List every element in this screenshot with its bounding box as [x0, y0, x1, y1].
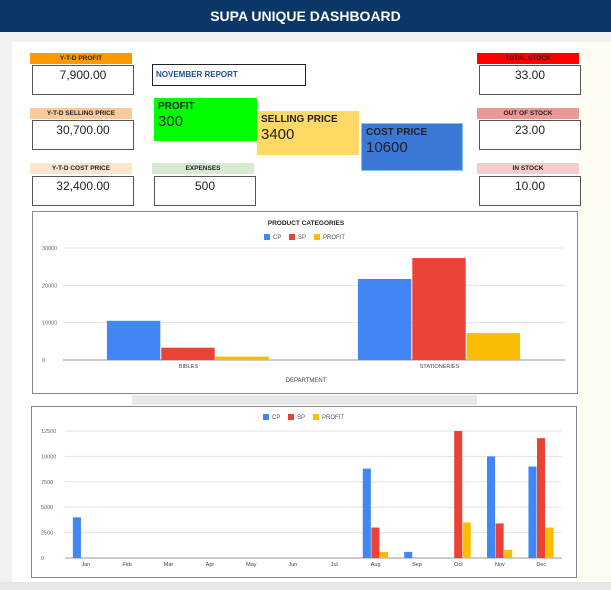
- total-stock-label: TOTAL STOCK: [477, 53, 579, 64]
- report-label[interactable]: NOVEMBER REPORT: [152, 64, 306, 86]
- y-tick-label: 5000: [41, 505, 53, 511]
- cost-price-kpi-value: 10600: [366, 139, 408, 156]
- x-tick-label: Feb: [122, 562, 131, 568]
- bar-sp-stationeries: [412, 258, 466, 360]
- y-tick-label: 10000: [41, 454, 56, 460]
- expenses-label: EXPENSES: [152, 163, 254, 174]
- ytd-profit-value[interactable]: 7,900.00: [32, 65, 134, 95]
- bar-cp-bibles: [106, 320, 161, 360]
- in-stock-value[interactable]: 10.00: [479, 176, 581, 206]
- x-tick-label: Dec: [536, 562, 546, 568]
- legend-swatch-cp: [263, 414, 269, 420]
- bar-cp-sep: [404, 551, 413, 558]
- bar-profit-aug: [379, 551, 388, 558]
- y-tick-label: 12500: [41, 429, 56, 435]
- cost-price-kpi-title: COST PRICE: [366, 127, 428, 138]
- y-tick-label: 0: [41, 556, 44, 562]
- legend-swatch-cp: [264, 234, 270, 240]
- out-of-stock-value[interactable]: 23.00: [479, 120, 581, 150]
- selling-price-kpi-title: SELLING PRICE: [261, 114, 338, 125]
- legend-label-profit: PROFIT: [322, 415, 344, 421]
- bar-profit-stationeries: [466, 333, 521, 360]
- bar-sp-aug: [371, 527, 380, 558]
- ytd-selling-price-value[interactable]: 30,700.00: [32, 120, 134, 150]
- dashboard-title: SUPA UNIQUE DASHBOARD: [210, 8, 401, 24]
- total-stock-value[interactable]: 33.00: [479, 65, 581, 95]
- x-tick-label: Nov: [495, 562, 505, 568]
- y-tick-label: 20000: [42, 283, 57, 289]
- monthly-chart[interactable]: CP SP PROFIT 0 2500 5000 7500 10000 12500 Jan Feb M…: [31, 406, 577, 578]
- legend-label-sp: SP: [298, 235, 306, 241]
- x-tick-label: May: [246, 562, 257, 568]
- chart-title: PRODUCT CATEGORIES: [268, 220, 345, 227]
- bar-cp-stationeries: [357, 278, 412, 360]
- x-tick-label: Apr: [206, 562, 215, 568]
- legend-label-cp: CP: [273, 235, 281, 241]
- legend-swatch-sp: [289, 234, 295, 240]
- profit-kpi: PROFIT 300: [154, 98, 257, 141]
- right-margin: [579, 42, 611, 582]
- legend-label-cp: CP: [272, 415, 280, 421]
- profit-kpi-value: 300: [158, 113, 184, 130]
- selling-price-kpi-value: 3400: [261, 126, 295, 143]
- bar-sp-dec: [537, 438, 546, 558]
- in-stock-label: IN STOCK: [477, 163, 579, 174]
- y-tick-label: 0: [42, 358, 45, 364]
- out-of-stock-label: OUT OF STOCK: [477, 108, 579, 119]
- legend-swatch-profit: [313, 414, 319, 420]
- selling-price-kpi: SELLING PRICE 3400: [257, 111, 359, 155]
- bar-sp-nov: [495, 523, 504, 558]
- bar-cp-nov: [487, 456, 496, 558]
- x-tick-label: BIBLES: [179, 364, 199, 370]
- monthly-svg: CP SP PROFIT 0 2500 5000 7500 10000 12500 Jan Feb M…: [41, 414, 562, 568]
- bar-profit-oct: [462, 522, 471, 558]
- x-tick-label: Sep: [412, 562, 422, 568]
- bar-sp-bibles: [161, 347, 215, 360]
- ytd-cost-price-label: Y-T-D COST PRICE: [30, 163, 132, 174]
- x-tick-label: STATIONERIES: [420, 364, 460, 370]
- bar-cp-dec: [528, 466, 537, 558]
- profit-kpi-title: PROFIT: [158, 101, 195, 112]
- legend-swatch-sp: [288, 414, 294, 420]
- x-tick-label: Jan: [81, 562, 90, 568]
- x-tick-label: Aug: [371, 562, 381, 568]
- legend-swatch-profit: [314, 234, 320, 240]
- x-tick-label: Jun: [288, 562, 297, 568]
- ytd-selling-price-label: Y-T-D SELLING PRICE: [30, 108, 132, 119]
- x-tick-label: Mar: [164, 562, 174, 568]
- ytd-profit-label: Y-T-D PROFIT: [30, 53, 132, 64]
- bar-profit-bibles: [215, 356, 270, 360]
- bar-cp-aug: [362, 468, 371, 558]
- bar-profit-nov: [504, 549, 513, 558]
- y-tick-label: 7500: [41, 480, 53, 486]
- bar-sp-oct: [454, 431, 463, 558]
- bar-profit-dec: [545, 527, 554, 558]
- ytd-cost-price-value[interactable]: 32,400.00: [32, 176, 134, 206]
- expenses-value[interactable]: 500: [154, 176, 256, 206]
- bottom-bar: [0, 582, 611, 590]
- x-axis-label: DEPARTMENT: [286, 378, 327, 384]
- chart-divider: [132, 395, 477, 405]
- header-gap: [0, 32, 611, 42]
- y-tick-label: 30000: [42, 246, 57, 252]
- bar-cp-jan: [72, 517, 81, 558]
- cost-price-kpi: COST PRICE 10600: [361, 123, 463, 171]
- x-tick-label: Jul: [331, 562, 338, 568]
- dashboard-header: SUPA UNIQUE DASHBOARD: [0, 0, 611, 32]
- product-categories-chart[interactable]: PRODUCT CATEGORIES CP SP PROFIT 0 10000 20000 3…: [32, 211, 578, 394]
- legend-label-profit: PROFIT: [323, 235, 345, 241]
- product-categories-svg: PRODUCT CATEGORIES CP SP PROFIT 0 10000 20000 3…: [42, 220, 565, 384]
- legend-label-sp: SP: [297, 415, 305, 421]
- y-tick-label: 2500: [41, 531, 53, 537]
- y-tick-label: 10000: [42, 321, 57, 327]
- x-tick-label: Oct: [454, 562, 463, 568]
